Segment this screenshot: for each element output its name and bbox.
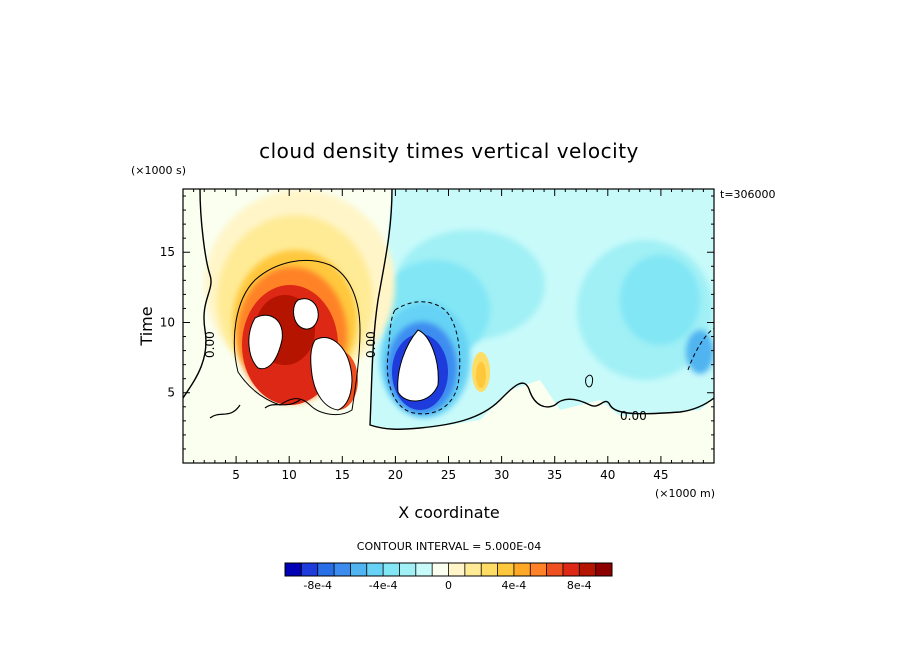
contour-neg-5e4: [386, 301, 461, 415]
weak-updraft-core: [476, 362, 486, 388]
x-axis-label: X coordinate: [398, 503, 499, 522]
colorbar-swatch: [595, 563, 613, 576]
contour-label-3: 0.00: [620, 409, 647, 423]
timestamp-label: t=306000: [720, 188, 776, 201]
contour-neg-right: [687, 327, 714, 371]
colorbar-tick-label: 0: [445, 579, 452, 592]
x-tick-label: 20: [388, 468, 403, 482]
colorbar-swatch: [546, 563, 564, 576]
colorbar-tick-label: -8e-4: [303, 579, 332, 592]
right-band-core: [620, 255, 700, 345]
colorbar-swatch: [530, 563, 547, 576]
x-units-label: (×1000 m): [655, 487, 715, 500]
colorbar-swatch: [301, 563, 318, 576]
colorbar-swatch: [464, 563, 482, 576]
colorbar-swatch: [415, 563, 433, 576]
chart-title: cloud density times vertical velocity: [259, 139, 639, 163]
y-units-label: (×1000 s): [131, 164, 186, 177]
downdraft-hole: [397, 329, 439, 402]
x-tick-label: 45: [653, 468, 668, 482]
x-axis: 5 10 15 20 25 30 35 40 45: [193, 189, 704, 482]
colorbar-swatch: [383, 563, 400, 576]
x-tick-label: 25: [441, 468, 456, 482]
colorbar-swatch: [399, 563, 417, 576]
right-corner: [686, 330, 714, 374]
colorbar-swatch: [579, 563, 596, 576]
colorbar-tick-label: 8e-4: [567, 579, 592, 592]
contour-small: [585, 374, 593, 388]
colorbar-swatch: [562, 563, 580, 576]
x-tick-label: 30: [494, 468, 509, 482]
plot-field: [183, 189, 714, 463]
updraft-hole-right: [310, 337, 353, 411]
y-tick-label: 5: [167, 386, 175, 400]
contour-pos-5e4: [233, 259, 361, 416]
contour-interval-label: CONTOUR INTERVAL = 5.000E-04: [357, 540, 541, 553]
x-tick-label: 40: [600, 468, 615, 482]
zero-contour-mid: [369, 189, 714, 430]
colorbar-swatch: [317, 563, 335, 576]
colorbar-swatch: [513, 563, 531, 576]
y-tick-label: 15: [160, 245, 175, 259]
y-tick-label: 10: [160, 315, 175, 329]
contour-label-1: 0.00: [203, 331, 217, 358]
zero-contour-left: [183, 189, 212, 399]
updraft-hole-top: [293, 298, 319, 330]
x-tick-label: 10: [282, 468, 297, 482]
y-axis-label: Time: [137, 306, 156, 346]
colorbar-swatch: [350, 563, 368, 576]
updraft-hole-left: [248, 314, 283, 370]
x-tick-label: 35: [547, 468, 562, 482]
colorbar-swatch: [432, 563, 449, 576]
x-tick-label: 15: [335, 468, 350, 482]
colorbar-tick-label: 4e-4: [502, 579, 527, 592]
colorbar-swatch: [285, 563, 302, 576]
colorbar-swatch: [481, 563, 498, 576]
colorbar-swatch: [497, 563, 515, 576]
y-axis: 5 10 15: [160, 195, 714, 450]
contour-label-2: 0.00: [364, 331, 378, 358]
colorbar-swatch: [334, 563, 351, 576]
colorbar-swatch: [448, 563, 466, 576]
colorbar: -8e-4 -4e-4 0 4e-4 8e-4: [284, 562, 613, 592]
x-tick-label: 5: [232, 468, 240, 482]
colorbar-swatch: [366, 563, 384, 576]
colorbar-tick-label: -4e-4: [369, 579, 398, 592]
